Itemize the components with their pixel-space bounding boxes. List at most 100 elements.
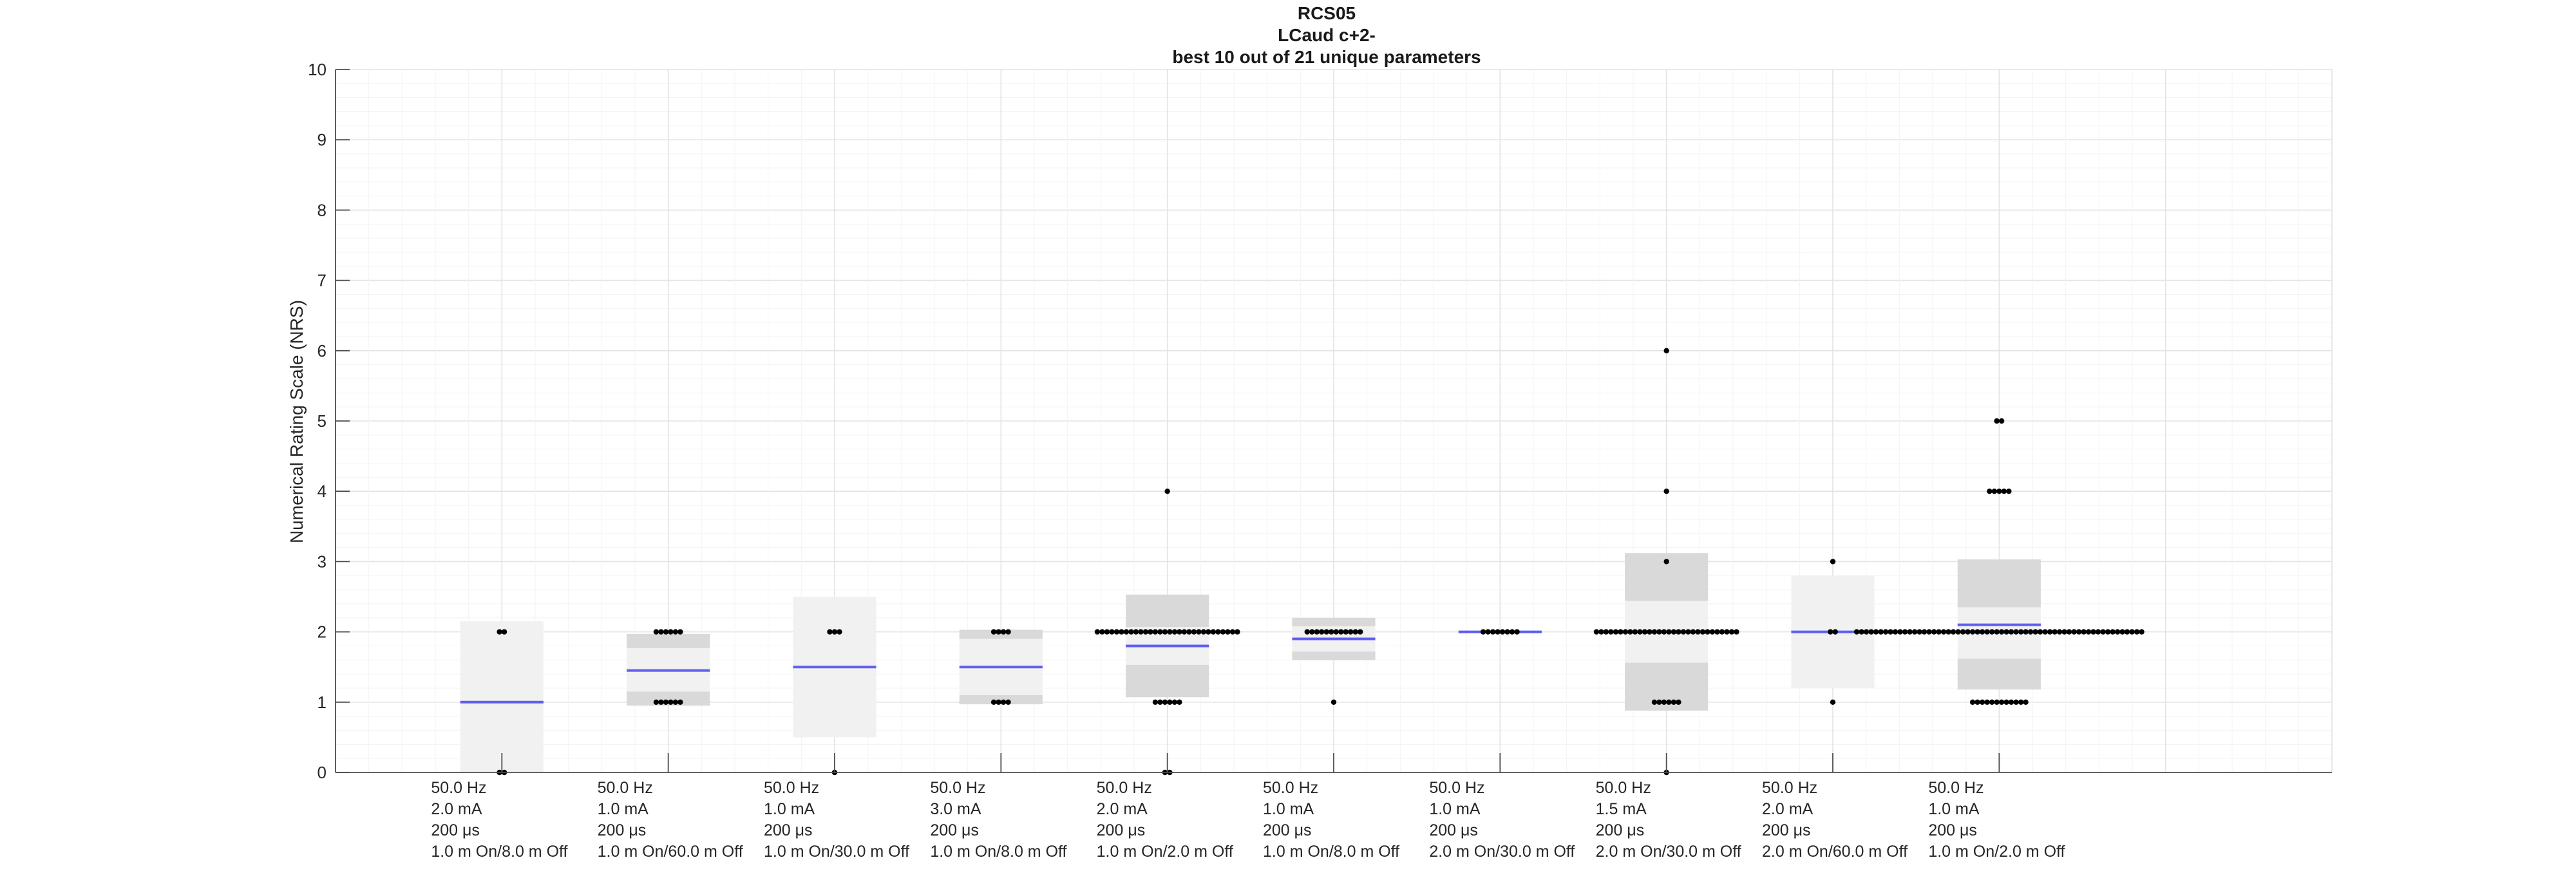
- category-label-line: 1.0 m On/2.0 m Off: [1097, 843, 1233, 861]
- box-group: [1292, 617, 1376, 660]
- data-point: [2076, 629, 2082, 635]
- category-label-line: 1.0 m On/8.0 m Off: [930, 843, 1066, 861]
- data-point: [501, 629, 507, 635]
- data-point: [1661, 699, 1667, 705]
- y-tick-label: 5: [317, 411, 327, 431]
- data-point: [1099, 629, 1105, 635]
- data-point: [1955, 629, 1961, 635]
- data-point: [2085, 629, 2092, 635]
- x-category-labels: 50.0 Hz 2.0 mA 200 μs 1.0 m On/8.0 m Off50.…: [431, 779, 2065, 861]
- data-point: [677, 629, 683, 635]
- category-label-line: 200 μs: [1928, 821, 1977, 839]
- data-point: [1005, 699, 1011, 705]
- category-label-line: 200 μs: [431, 821, 480, 839]
- data-point: [2013, 699, 2019, 705]
- data-point: [1661, 629, 1667, 635]
- data-point: [1853, 629, 1860, 635]
- data-point: [1960, 629, 1966, 635]
- data-point: [1911, 629, 1918, 635]
- data-point: [1167, 629, 1173, 635]
- data-point: [2105, 629, 2111, 635]
- data-point: [1663, 489, 1669, 494]
- data-point: [1671, 699, 1677, 705]
- data-point: [1998, 629, 2005, 635]
- data-point: [1666, 699, 1672, 705]
- data-point: [672, 699, 679, 705]
- data-point: [1177, 629, 1182, 635]
- data-point: [1685, 629, 1691, 635]
- data-point: [1109, 629, 1115, 635]
- data-point: [1343, 629, 1349, 635]
- data-point: [653, 629, 659, 635]
- data-point: [1979, 629, 1985, 635]
- data-point: [1603, 629, 1609, 635]
- category-label-line: 2.0 m On/60.0 m Off: [1762, 843, 1908, 861]
- data-point: [2047, 629, 2053, 635]
- data-point: [1094, 629, 1101, 635]
- data-point: [2061, 629, 2067, 635]
- category-label: 50.0 Hz 3.0 mA 200 μs 1.0 m On/8.0 m Off: [930, 779, 1066, 861]
- sd-band-lower: [1957, 659, 2041, 690]
- data-point: [1152, 629, 1159, 635]
- data-point: [1171, 629, 1178, 635]
- category-label: 50.0 Hz 1.0 mA 200 μs 1.0 m On/30.0 m Off: [764, 779, 909, 861]
- data-point: [1690, 629, 1696, 635]
- category-label-line: 1.5 mA: [1596, 800, 1647, 818]
- data-point: [1485, 629, 1491, 635]
- data-point: [1676, 629, 1681, 635]
- data-points: [497, 348, 2145, 776]
- data-point: [1152, 699, 1159, 705]
- data-point: [2013, 629, 2019, 635]
- data-point: [1514, 629, 1520, 635]
- data-point: [2008, 629, 2014, 635]
- category-label-line: 50.0 Hz: [431, 779, 486, 797]
- category-label-line: 1.0 m On/8.0 m Off: [1263, 843, 1399, 861]
- data-point: [1642, 629, 1648, 635]
- data-point: [2134, 629, 2140, 635]
- data-point: [1987, 489, 1993, 494]
- data-point: [1637, 629, 1643, 635]
- data-point: [2008, 699, 2014, 705]
- data-point: [1495, 629, 1501, 635]
- data-point: [663, 699, 669, 705]
- data-point: [1480, 629, 1486, 635]
- y-tick-label: 1: [317, 693, 327, 712]
- sd-band-lower: [627, 691, 710, 706]
- data-point: [1946, 629, 1951, 635]
- boxes: [460, 553, 2041, 772]
- category-label: 50.0 Hz 2.0 mA 200 μs 1.0 m On/2.0 m Off: [1097, 779, 1233, 861]
- data-point: [1666, 629, 1672, 635]
- data-point: [1348, 629, 1354, 635]
- data-point: [2071, 629, 2077, 635]
- data-point: [668, 699, 674, 705]
- category-label-line: 200 μs: [1263, 821, 1312, 839]
- data-point: [2052, 629, 2058, 635]
- data-point: [1309, 629, 1315, 635]
- data-point: [2003, 629, 2009, 635]
- data-point: [1593, 629, 1600, 635]
- data-point: [1965, 629, 1971, 635]
- y-tick-label: 7: [317, 271, 327, 290]
- category-label: 50.0 Hz 1.0 mA 200 μs 1.0 m On/8.0 m Off: [1263, 779, 1399, 861]
- category-label-line: 50.0 Hz: [1097, 779, 1152, 797]
- data-point: [1490, 629, 1496, 635]
- category-label-line: 200 μs: [1097, 821, 1146, 839]
- data-point: [1352, 629, 1358, 635]
- data-point: [1329, 629, 1334, 635]
- data-point: [2124, 629, 2130, 635]
- data-point: [2056, 629, 2063, 635]
- category-label: 50.0 Hz 1.0 mA 200 μs 2.0 m On/30.0 m Off: [1429, 779, 1575, 861]
- category-label-line: 50.0 Hz: [764, 779, 819, 797]
- data-point: [1897, 629, 1903, 635]
- data-point: [1220, 629, 1226, 635]
- category-label-line: 1.0 mA: [1263, 800, 1314, 818]
- data-point: [1984, 629, 1990, 635]
- data-point: [1164, 489, 1170, 494]
- data-point: [2023, 699, 2029, 705]
- data-point: [1671, 629, 1677, 635]
- data-point: [1138, 629, 1144, 635]
- data-point: [1878, 629, 1884, 635]
- data-point: [1998, 699, 2005, 705]
- data-point: [2006, 489, 2012, 494]
- data-point: [1319, 629, 1325, 635]
